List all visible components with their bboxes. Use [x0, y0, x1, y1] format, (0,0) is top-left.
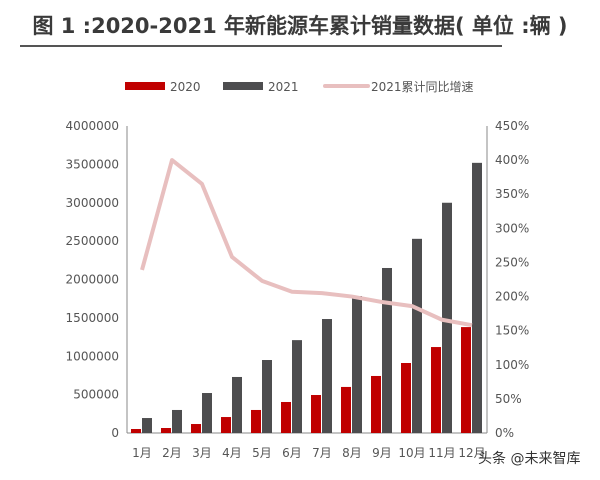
bar-2021: [232, 376, 242, 433]
x-tick-label: 5月: [252, 446, 272, 460]
x-tick-label: 6月: [282, 446, 302, 460]
y2-tick-label: 400%: [495, 153, 529, 167]
y2-tick-label: 100%: [495, 358, 529, 372]
x-tick-label: 7月: [312, 446, 332, 460]
bar-2020: [311, 395, 321, 433]
line-growth-rate: [140, 158, 473, 328]
chart-title: 图 1 :2020-2021 年新能源车累计销量数据( 单位 :辆 ): [32, 14, 568, 38]
title-underline: [20, 45, 502, 47]
legend-label: 2021: [268, 80, 299, 94]
x-tick-label: 2月: [162, 446, 182, 460]
bar-2021: [292, 340, 302, 433]
y2-tick-label: 350%: [495, 187, 529, 201]
bar-2020: [341, 386, 351, 433]
bar-2020: [131, 429, 141, 433]
legend-swatch-2020: [125, 82, 165, 90]
x-tick-label: 9月: [372, 446, 392, 460]
bar-2021: [202, 393, 212, 433]
legend-label: 2020: [170, 80, 201, 94]
bar-2021: [472, 162, 482, 433]
y-tick-label: 0: [111, 426, 119, 440]
y-tick-label: 1000000: [66, 349, 119, 363]
x-tick-label: 11月: [428, 446, 455, 460]
y-tick-label: 2000000: [66, 273, 119, 287]
bar-2021: [442, 202, 452, 433]
y2-tick-label: 250%: [495, 255, 529, 269]
y2-tick-label: 0%: [495, 426, 514, 440]
bar-2021: [142, 418, 152, 433]
legend-label: 2021累计同比增速: [371, 80, 474, 94]
bar-2020: [161, 428, 171, 433]
bar-2021: [172, 409, 182, 433]
y-tick-label: 3000000: [66, 196, 119, 210]
bar-2021: [322, 319, 332, 433]
bar-2021: [412, 238, 422, 433]
bar-2020: [191, 424, 201, 433]
bar-2020: [251, 409, 261, 433]
x-tick-label: 1月: [132, 446, 152, 460]
bar-2020: [431, 347, 441, 433]
x-tick-label: 3月: [192, 446, 212, 460]
bar-2021: [382, 267, 392, 433]
y-tick-label: 4000000: [66, 119, 119, 133]
x-tick-label: 8月: [342, 446, 362, 460]
bar-2020: [281, 401, 291, 433]
bar-2020: [401, 363, 411, 433]
x-tick-label: 12月: [458, 446, 485, 460]
y-tick-label: 3500000: [66, 157, 119, 171]
y2-tick-label: 200%: [495, 290, 529, 304]
x-tick-label: 10月: [398, 446, 425, 460]
watermark: 头条 @未来智库: [478, 451, 581, 467]
bar-2021: [262, 360, 272, 433]
bar-2020: [461, 327, 471, 433]
y-tick-label: 2500000: [66, 234, 119, 248]
bar-2021: [352, 296, 362, 433]
y-tick-label: 1500000: [66, 311, 119, 325]
bar-2020: [371, 375, 381, 433]
y2-tick-label: 450%: [495, 119, 529, 133]
y2-tick-label: 50%: [495, 392, 522, 406]
y2-tick-label: 300%: [495, 221, 529, 235]
bar-2020: [221, 417, 231, 433]
x-tick-label: 4月: [222, 446, 242, 460]
y2-tick-label: 150%: [495, 324, 529, 338]
y-tick-label: 500000: [73, 388, 119, 402]
legend-swatch-2021: [223, 82, 263, 90]
